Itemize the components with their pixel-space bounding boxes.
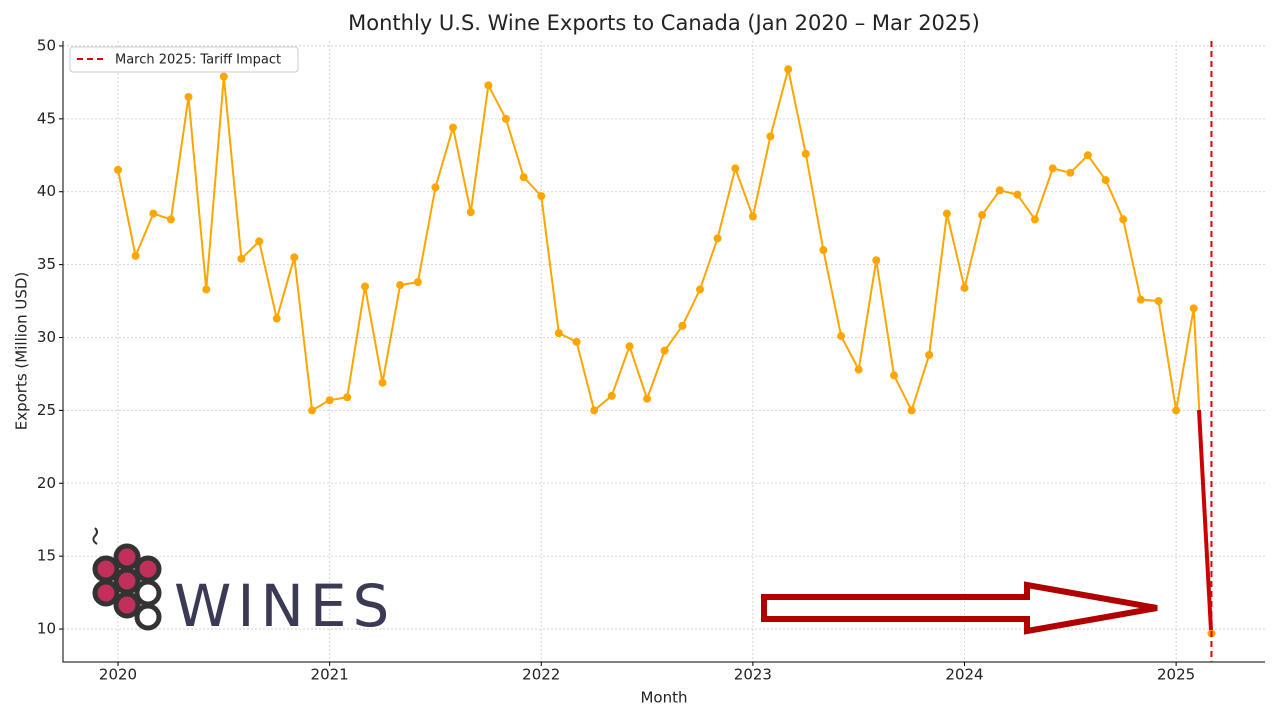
data-point (660, 346, 669, 355)
data-point (960, 283, 969, 292)
x-tick-label: 2024 (945, 666, 983, 684)
legend-box (69, 46, 299, 73)
x-axis-label: Month (640, 689, 687, 707)
data-point (625, 342, 634, 351)
legend-label: March 2025: Tariff Impact (115, 53, 281, 68)
y-tick-label: 35 (37, 255, 56, 273)
data-point (978, 211, 987, 220)
data-point (1030, 215, 1039, 224)
data-point (308, 406, 317, 415)
data-point (731, 164, 740, 173)
axes (62, 41, 1265, 663)
x-tick-label: 2021 (311, 666, 349, 684)
y-tick-label: 50 (37, 36, 56, 54)
data-point (1119, 215, 1128, 224)
data-point (748, 212, 757, 221)
data-point (149, 209, 158, 218)
data-point (554, 329, 563, 338)
data-point (255, 237, 264, 246)
logo-stem (92, 527, 98, 545)
data-point (131, 251, 140, 260)
data-point (519, 173, 528, 182)
data-point (237, 254, 246, 263)
arrow (761, 581, 1158, 635)
data-point (572, 337, 581, 346)
data-point (942, 209, 951, 218)
y-tick-label: 15 (37, 547, 56, 565)
data-point (607, 391, 616, 400)
data-point (484, 81, 493, 90)
data-point (1189, 304, 1198, 313)
data-point (202, 285, 211, 294)
data-point (1101, 176, 1110, 185)
data-point (713, 234, 722, 243)
data-point (907, 406, 916, 415)
drop-highlight (1197, 409, 1213, 631)
chart-title: Monthly U.S. Wine Exports to Canada (Jan… (348, 11, 980, 35)
data-point (766, 132, 775, 141)
data-point (501, 114, 510, 123)
legend: March 2025: Tariff Impact (69, 46, 299, 73)
data-point (1013, 190, 1022, 199)
data-point (219, 72, 228, 81)
data-point (413, 278, 422, 287)
y-tick-label: 45 (37, 109, 56, 127)
logo-grapes (92, 543, 162, 631)
data-point (925, 350, 934, 359)
data-point (643, 394, 652, 403)
data-point (360, 282, 369, 291)
data-point (1066, 168, 1075, 177)
data-point (1172, 406, 1181, 415)
data-point (537, 192, 546, 201)
data-point (343, 393, 352, 402)
data-point (166, 215, 175, 224)
logo: WINES (92, 527, 395, 640)
y-tick-label: 40 (37, 182, 56, 200)
data-point (872, 256, 881, 265)
data-point (1048, 164, 1057, 173)
data-point (784, 65, 793, 74)
data-point (184, 92, 193, 101)
data-point (1154, 297, 1163, 306)
x-tick-label: 2025 (1157, 666, 1195, 684)
data-point (819, 246, 828, 255)
y-tick-label: 10 (37, 620, 56, 638)
x-tick-label: 2022 (522, 666, 560, 684)
data-point (695, 285, 704, 294)
y-tick-label: 20 (37, 474, 56, 492)
data-point (378, 378, 387, 387)
data-point (1083, 151, 1092, 160)
data-point (1136, 295, 1145, 304)
y-tick-label: 30 (37, 328, 56, 346)
x-tick-label: 2023 (734, 666, 772, 684)
data-point (325, 396, 334, 405)
data-point (678, 321, 687, 330)
data-point (272, 314, 281, 323)
data-point (466, 208, 475, 217)
data-point (590, 406, 599, 415)
data-point (290, 253, 299, 262)
y-axis-label: Exports (Million USD) (13, 272, 31, 431)
data-point (396, 281, 405, 290)
logo-text: WINES (174, 572, 395, 640)
data-point (995, 186, 1004, 195)
y-tick-label: 25 (37, 401, 56, 419)
x-tick-label: 2020 (99, 666, 137, 684)
data-point (890, 371, 899, 380)
data-point (854, 365, 863, 374)
data-point (449, 123, 458, 132)
data-point (114, 165, 123, 174)
data-point (431, 183, 440, 192)
data-point (837, 332, 846, 341)
data-point (801, 149, 810, 158)
